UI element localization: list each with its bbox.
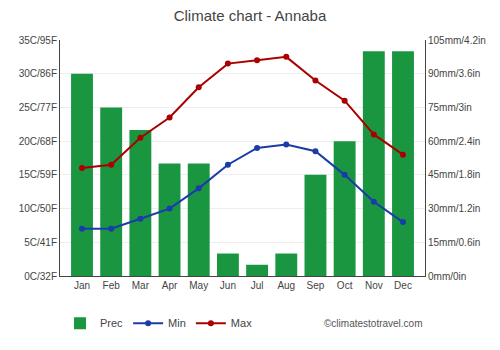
- svg-text:Prec: Prec: [100, 317, 123, 329]
- svg-text:35C/95F: 35C/95F: [19, 35, 57, 46]
- svg-text:30C/86F: 30C/86F: [19, 68, 57, 79]
- svg-text:30mm/1.2in: 30mm/1.2in: [428, 203, 480, 214]
- svg-text:0C/32F: 0C/32F: [24, 271, 57, 282]
- svg-text:75mm/3in: 75mm/3in: [428, 102, 472, 113]
- svg-text:0mm/0in: 0mm/0in: [428, 271, 466, 282]
- svg-text:15C/59F: 15C/59F: [19, 169, 57, 180]
- svg-text:Dec: Dec: [394, 280, 412, 291]
- svg-text:105mm/4.2in: 105mm/4.2in: [428, 35, 486, 46]
- svg-text:45mm/1.8in: 45mm/1.8in: [428, 169, 480, 180]
- svg-text:Sep: Sep: [307, 280, 325, 291]
- svg-text:60mm/2.4in: 60mm/2.4in: [428, 136, 480, 147]
- svg-text:©climatestotravel.com: ©climatestotravel.com: [324, 318, 423, 329]
- svg-text:Min: Min: [168, 317, 186, 329]
- svg-text:10C/50F: 10C/50F: [19, 203, 57, 214]
- svg-text:Aug: Aug: [277, 280, 295, 291]
- svg-text:Max: Max: [231, 317, 252, 329]
- svg-text:25C/77F: 25C/77F: [19, 102, 57, 113]
- svg-text:15mm/0.6in: 15mm/0.6in: [428, 237, 480, 248]
- svg-text:Jan: Jan: [74, 280, 90, 291]
- svg-text:90mm/3.6in: 90mm/3.6in: [428, 68, 480, 79]
- svg-text:Jun: Jun: [220, 280, 236, 291]
- svg-text:Oct: Oct: [337, 280, 353, 291]
- svg-text:May: May: [189, 280, 208, 291]
- svg-text:Feb: Feb: [103, 280, 121, 291]
- svg-text:20C/68F: 20C/68F: [19, 136, 57, 147]
- svg-text:Mar: Mar: [132, 280, 150, 291]
- svg-text:Jul: Jul: [251, 280, 264, 291]
- svg-text:Nov: Nov: [365, 280, 383, 291]
- svg-text:Apr: Apr: [162, 280, 178, 291]
- svg-text:5C/41F: 5C/41F: [24, 237, 57, 248]
- svg-text:Climate chart - Annaba: Climate chart - Annaba: [174, 7, 327, 24]
